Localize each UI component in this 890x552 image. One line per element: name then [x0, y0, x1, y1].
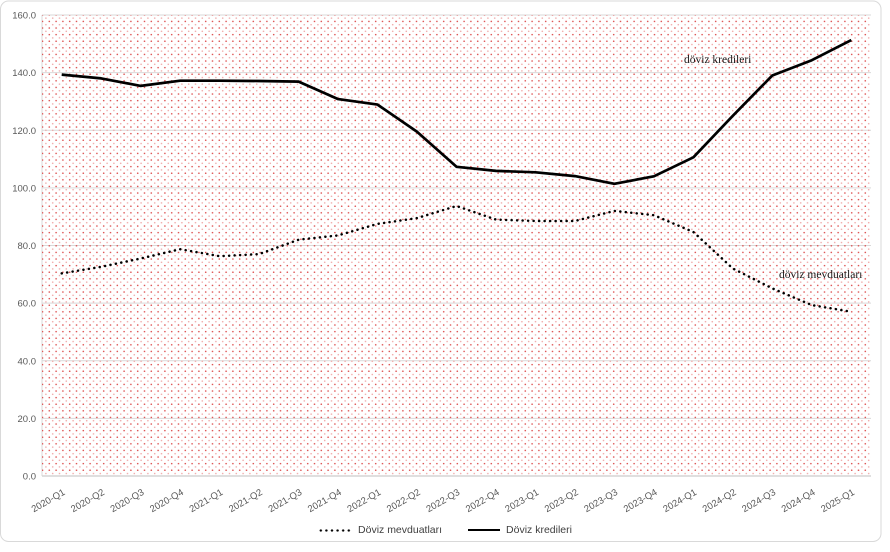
x-tick-label: 2023-Q1	[503, 487, 541, 515]
x-tick-label: 2024-Q1	[661, 487, 699, 515]
x-tick-label: 2023-Q4	[622, 487, 660, 515]
x-tick-label: 2021-Q4	[306, 487, 344, 515]
x-tick-label: 2024-Q3	[740, 487, 778, 515]
dotted-line-sample-icon	[318, 528, 353, 532]
plot-area-pattern	[42, 15, 871, 476]
x-axis-labels: 2020-Q1 2020-Q2 2020-Q3 2020-Q4 2021-Q1 2021-…	[30, 487, 857, 515]
y-axis-labels: 0.0 20.0 40.0 60.0 80.0 100.0 120.0 140.0 160.0	[12, 11, 36, 483]
x-tick-label: 2021-Q3	[267, 487, 305, 515]
y-tick-label: 40.0	[18, 356, 37, 367]
legend-label-kredi: Döviz kredileri	[506, 524, 572, 536]
x-tick-label: 2024-Q4	[780, 487, 818, 515]
x-tick-label: 2020-Q4	[148, 487, 186, 515]
series-solid	[61, 38, 852, 186]
annotation-label: döviz kredileri	[684, 54, 751, 66]
x-tick-label: 2021-Q1	[188, 487, 226, 515]
legend-label-mevduat: Döviz mevduatları	[358, 524, 443, 536]
x-tick-label: 2022-Q3	[424, 487, 462, 515]
y-tick-label: 0.0	[23, 472, 36, 483]
series-annotations: döviz kredileri döviz mevduatları	[684, 54, 862, 281]
solid-line-sample-icon	[468, 529, 501, 531]
y-tick-label: 120.0	[12, 126, 36, 137]
y-tick-label: 100.0	[12, 183, 36, 194]
chart-legend: Döviz mevduatları Döviz kredileri	[0, 520, 890, 540]
legend-item-kredi: Döviz kredileri	[468, 524, 572, 536]
y-tick-label: 20.0	[18, 414, 37, 425]
x-tick-label: 2023-Q3	[582, 487, 620, 515]
x-tick-label: 2021-Q2	[227, 487, 265, 515]
x-tick-label: 2023-Q2	[543, 487, 581, 515]
x-tick-label: 2022-Q2	[385, 487, 423, 515]
y-tick-label: 80.0	[18, 241, 37, 252]
y-tick-label: 160.0	[12, 11, 36, 22]
x-tick-label: 2024-Q2	[701, 487, 739, 515]
x-tick-label: 2025-Q1	[819, 487, 857, 515]
y-tick-label: 140.0	[12, 68, 36, 79]
annotation-label: döviz mevduatları	[779, 269, 862, 281]
x-tick-label: 2022-Q1	[346, 487, 384, 515]
series-lines	[60, 38, 853, 314]
x-tick-label: 2020-Q2	[69, 487, 107, 515]
x-tick-label: 2022-Q4	[464, 487, 502, 515]
x-tick-label: 2020-Q3	[109, 487, 147, 515]
chart-frame-border	[0, 0, 882, 542]
y-tick-label: 60.0	[18, 299, 37, 310]
legend-item-mevduat: Döviz mevduatları	[318, 524, 442, 536]
x-tick-label: 2020-Q1	[30, 487, 68, 515]
